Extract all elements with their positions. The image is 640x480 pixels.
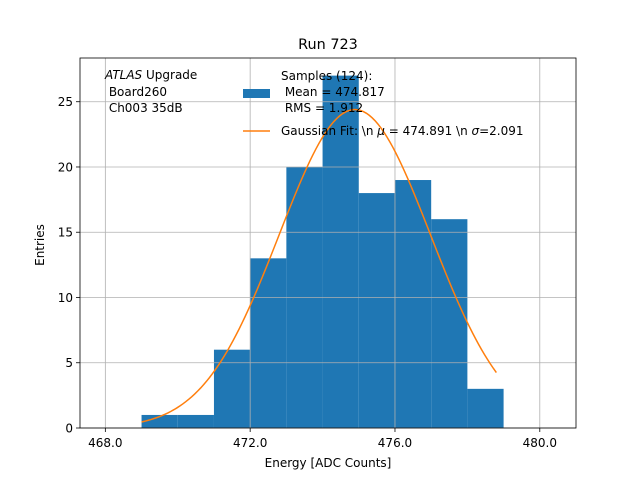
legend-rms-label: RMS = 1.912	[281, 101, 363, 115]
histogram-bar-2	[213, 349, 251, 428]
histogram-bar-0	[141, 414, 178, 428]
y-tick-label: 0	[65, 422, 73, 436]
y-tick-label: 5	[65, 356, 73, 370]
histogram-bar-1	[177, 414, 214, 428]
x-tick-label: 476.0	[378, 436, 412, 450]
x-tick-label: 480.0	[523, 436, 557, 450]
histogram-bar-5	[322, 75, 359, 428]
y-tick-label: 25	[58, 95, 73, 109]
gaussian-fit-curve	[141, 108, 497, 423]
x-axis-ticks: 468.0 472.0 476.0 480.0	[88, 428, 557, 450]
legend-mean-label: Mean = 474.817	[281, 85, 385, 99]
histogram-bar-9	[467, 388, 504, 428]
svg-text:ATLAS Upgrade: ATLAS Upgrade	[104, 68, 197, 82]
y-tick-label: 20	[58, 160, 73, 174]
y-axis-label: Entries	[33, 224, 47, 266]
y-tick-label: 15	[58, 226, 73, 240]
x-tick-label: 472.0	[233, 436, 267, 450]
atlas-label: ATLAS	[104, 68, 143, 82]
gaussian-fit-path	[141, 108, 497, 423]
histogram-bar-6	[358, 193, 395, 428]
histogram-bar-8	[431, 219, 468, 428]
board-label: Board260	[105, 85, 167, 99]
legend-samples-label: Samples (124):	[281, 69, 372, 83]
x-axis-label: Energy [ADC Counts]	[265, 456, 392, 470]
channel-label: Ch003 35dB	[105, 101, 183, 115]
legend-fit-label: Gaussian Fit: \n μ = 474.891 \n σ=2.091	[281, 124, 524, 138]
axes-frame	[79, 57, 577, 429]
y-tick-label: 10	[58, 291, 73, 305]
x-tick-label: 468.0	[88, 436, 122, 450]
histogram-bar-3	[250, 258, 287, 428]
y-axis-ticks: 0 5 10 15 20 25	[58, 95, 80, 436]
histogram-bar-7	[394, 180, 432, 428]
atlas-annotation: ATLAS Upgrade Board260 Ch003 35dB	[104, 68, 197, 115]
legend: Samples (124): Mean = 474.817 RMS = 1.91…	[243, 69, 524, 138]
upgrade-label: Upgrade	[142, 68, 197, 82]
legend-samples-patch	[243, 89, 270, 98]
chart-title: Run 723	[298, 37, 358, 53]
